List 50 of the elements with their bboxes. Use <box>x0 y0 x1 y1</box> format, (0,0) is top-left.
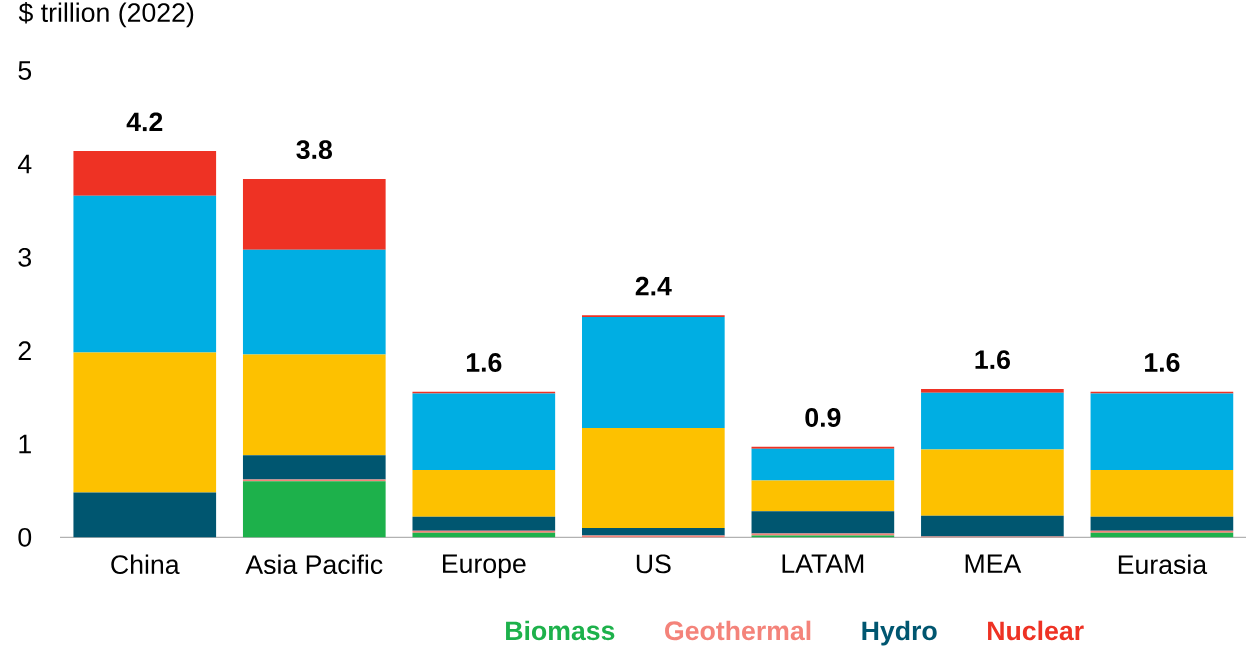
total-label: 4.2 <box>126 112 163 132</box>
text: Geothermal <box>665 620 811 641</box>
bar <box>73 492 217 538</box>
x-tick-label: Asia Pacific <box>245 554 383 575</box>
bar <box>921 388 1064 393</box>
bar <box>921 515 1064 537</box>
total-label: 3.8 <box>296 140 333 160</box>
text: Biomass <box>506 620 615 641</box>
bar <box>1090 470 1234 517</box>
y-tick-label: 5 <box>18 61 32 80</box>
x-tick-label: LATAM <box>782 554 864 573</box>
bar <box>73 352 217 493</box>
x-tick-label: MEA <box>965 554 1022 573</box>
bar <box>242 354 386 456</box>
y-tick-label: 1 <box>19 434 31 454</box>
y-tick-label: 0 <box>18 527 32 547</box>
bar <box>582 428 725 528</box>
bar <box>73 150 217 196</box>
x-tick-label: China <box>111 554 180 575</box>
text: Nuclear <box>988 620 1084 641</box>
total-label: 2.4 <box>635 276 672 296</box>
y-tick-label: 3 <box>18 247 32 267</box>
bar <box>242 455 386 480</box>
bar <box>921 392 1064 450</box>
bar <box>242 178 386 250</box>
total-label: 1.6 <box>466 353 502 372</box>
bar <box>582 317 725 429</box>
x-tick-label: US <box>636 554 671 574</box>
bar <box>412 393 556 471</box>
bar <box>73 195 217 353</box>
bar <box>582 527 725 536</box>
bar <box>751 511 895 534</box>
bar <box>1090 393 1234 471</box>
bar <box>412 470 556 517</box>
y-axis-title: $ trillion (2022) <box>18 2 194 28</box>
text: Hydro <box>862 620 937 646</box>
x-tick-label: Eurasia <box>1118 554 1208 575</box>
y-tick-label: 2 <box>18 341 31 360</box>
bar <box>1090 516 1234 531</box>
total-label: 0.9 <box>805 408 841 427</box>
bar <box>751 480 895 512</box>
bar <box>751 448 895 481</box>
x-tick-label: Europe <box>443 554 526 579</box>
bar <box>921 449 1064 516</box>
bar <box>412 516 556 531</box>
y-tick-label: 4 <box>17 154 32 174</box>
bar <box>242 249 386 355</box>
total-label: 1.6 <box>975 350 1010 370</box>
bar <box>242 481 386 538</box>
total-label: 1.6 <box>1145 353 1180 372</box>
